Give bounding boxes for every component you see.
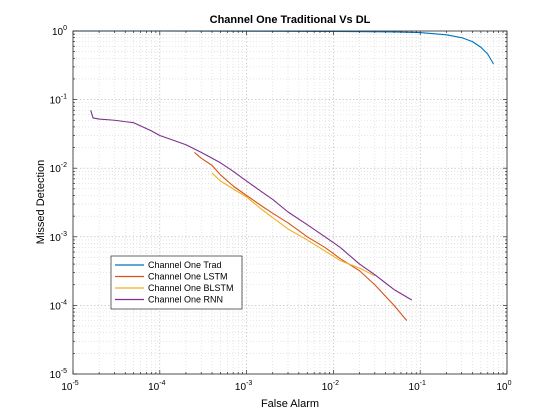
y-tick-base: 10 — [50, 233, 62, 244]
x-tick-base: 10 — [61, 382, 73, 393]
chart-title: Channel One Traditional Vs DL — [210, 14, 371, 26]
x-tick-base: 10 — [496, 382, 508, 393]
axis-ticks: 10-5 10-4 10-3 10-2 10-1 10010-510-410-310-21… — [50, 25, 512, 393]
legend-label-1: Channel One Trad — [148, 260, 222, 270]
x-tick-label: 100 — [496, 380, 511, 393]
y-tick-label: 100 — [52, 25, 67, 38]
y-tick-base: 10 — [50, 301, 62, 312]
x-tick-label: 10-1 — [409, 380, 426, 393]
series-line-2 — [193, 151, 408, 321]
x-tick-exponent: -5 — [72, 380, 78, 387]
y-tick-label: 10-4 — [50, 299, 67, 312]
x-tick-label: 10-5 — [61, 380, 78, 393]
y-tick-label: 10-5 — [50, 368, 67, 381]
x-tick-exponent: -2 — [333, 380, 339, 387]
plot-area-frame — [72, 30, 508, 375]
y-tick-exponent: 0 — [63, 25, 67, 32]
y-tick-exponent: -1 — [61, 94, 67, 101]
legend-label-4: Channel One RNN — [148, 295, 223, 305]
series-line-3 — [211, 172, 376, 277]
y-tick-label: 10-3 — [50, 231, 67, 244]
y-tick-exponent: -3 — [61, 231, 67, 238]
x-tick-base: 10 — [322, 382, 334, 393]
x-tick-label: 10-2 — [322, 380, 339, 393]
x-tick-base: 10 — [409, 382, 421, 393]
y-tick-label: 10-2 — [50, 162, 67, 175]
x-tick-exponent: 0 — [508, 380, 512, 387]
y-tick-exponent: -4 — [61, 299, 67, 306]
x-tick-exponent: -3 — [246, 380, 252, 387]
y-tick-exponent: -2 — [61, 162, 67, 169]
y-tick-base: 10 — [50, 164, 62, 175]
legend-label-2: Channel One LSTM — [148, 272, 228, 282]
y-tick-exponent: -5 — [61, 368, 67, 375]
y-tick-base: 10 — [50, 370, 62, 381]
x-tick-base: 10 — [235, 382, 247, 393]
x-tick-label: 10-3 — [235, 380, 252, 393]
x-tick-exponent: -1 — [420, 380, 426, 387]
y-tick-label: 10-1 — [50, 94, 67, 107]
x-tick-base: 10 — [148, 382, 160, 393]
legend-label-3: Channel One BLSTM — [148, 283, 234, 293]
x-tick-exponent: -4 — [159, 380, 165, 387]
y-tick-base: 10 — [52, 27, 64, 38]
series-line-4 — [90, 110, 413, 301]
y-axis-label: Missed Detection — [35, 160, 47, 244]
plot-area-background — [73, 31, 507, 374]
y-tick-base: 10 — [50, 96, 62, 107]
x-axis-label: False Alarm — [261, 398, 319, 410]
x-tick-label: 10-4 — [148, 380, 165, 393]
